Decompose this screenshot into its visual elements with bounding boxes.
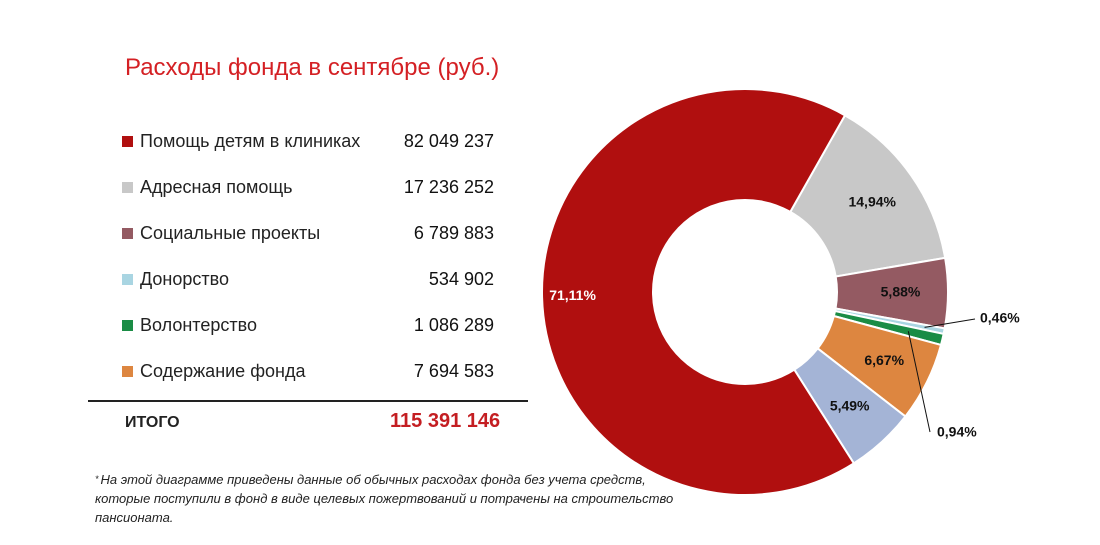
- footnote-text: На этой диаграмме приведены данные об об…: [95, 472, 674, 525]
- footnote: * На этой диаграмме приведены данные об о…: [95, 470, 675, 527]
- legend-value: 17 236 252: [403, 176, 494, 197]
- legend-label: Социальные проекты: [140, 222, 321, 243]
- legend-label: Донорство: [140, 268, 229, 289]
- slice-label-donor: 0,46%: [980, 310, 1020, 326]
- legend-value: 1 086 289: [413, 314, 494, 335]
- legend-swatch: [122, 365, 133, 377]
- legend-swatch: [122, 181, 133, 193]
- legend-value: 7 694 583: [413, 360, 494, 381]
- legend-swatch: [122, 319, 133, 331]
- legend-item: Донорство 534 902: [122, 256, 502, 302]
- donut-slices: [541, 88, 949, 496]
- total-label: ИТОГО: [125, 414, 180, 431]
- slice-label-5: 6,67%: [864, 352, 904, 368]
- legend-value: 82 049 237: [403, 130, 494, 151]
- legend-item: Волонтерство 1 086 289: [122, 302, 502, 348]
- slice-label-0: 71,11%: [549, 287, 596, 303]
- legend-value: 6 789 883: [413, 222, 494, 243]
- legend-item: Помощь детям в клиниках 82 049 237: [122, 118, 502, 164]
- legend-label: Содержание фонда: [140, 360, 306, 381]
- legend-label: Адресная помощь: [140, 176, 293, 197]
- total-value: 115 391 146: [390, 410, 501, 432]
- slice-label-volunteer: 0,94%: [937, 424, 977, 440]
- total-divider: [88, 400, 528, 402]
- slice-label-other: 5,49%: [830, 398, 870, 414]
- slice-1: [788, 113, 947, 278]
- legend-swatch: [122, 227, 133, 239]
- legend-label: Помощь детям в клиниках: [140, 130, 361, 151]
- slice-labels: 14,94% 5,88% 0,46% 0,94% 6,67% 5,49% 71,11%: [549, 193, 1020, 439]
- slice-label-1: 14,94%: [848, 193, 896, 209]
- legend-item: Содержание фонда 7 694 583: [122, 348, 502, 394]
- legend-label: Волонтерство: [140, 314, 257, 335]
- page-title: Расходы фонда в сентябре (руб.): [125, 54, 500, 81]
- footnote-mark: *: [95, 474, 99, 484]
- leader-lines: [907, 318, 976, 433]
- leader-line-volunteer: [907, 331, 931, 433]
- slice-0: [541, 88, 856, 496]
- legend: Помощь детям в клиниках 82 049 237 Адрес…: [122, 118, 502, 394]
- legend-swatch: [122, 273, 133, 285]
- legend-swatch: [122, 135, 133, 147]
- legend-item: Социальные проекты 6 789 883: [122, 210, 502, 256]
- legend-value: 534 902: [428, 268, 494, 289]
- leader-line-donor: [924, 318, 976, 328]
- slice-label-2: 5,88%: [881, 284, 921, 300]
- legend-item: Адресная помощь 17 236 252: [122, 164, 502, 210]
